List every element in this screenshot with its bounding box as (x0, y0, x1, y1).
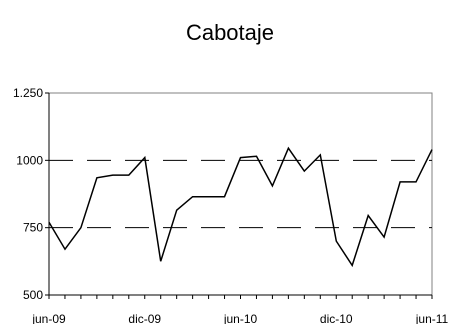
y-tick-label: 1000 (16, 153, 43, 167)
x-tick-label: jun-09 (31, 312, 66, 324)
data-point (303, 170, 306, 173)
plot-frame (48, 92, 433, 296)
x-tick-label: jun-10 (223, 312, 258, 324)
series-line (48, 146, 433, 268)
data-point (239, 156, 242, 159)
data-point (79, 226, 82, 229)
x-tick-label: dic-10 (320, 312, 353, 324)
x-tick-label: jun-11 (415, 312, 449, 324)
data-point (335, 240, 338, 243)
data-point (351, 264, 354, 267)
data-point (287, 147, 290, 150)
data-point (271, 184, 274, 187)
data-point (159, 260, 162, 263)
data-point (175, 209, 178, 212)
data-point (48, 221, 51, 224)
data-point (63, 248, 66, 251)
data-point (319, 153, 322, 156)
y-tick-label: 500 (23, 288, 43, 302)
data-point (367, 214, 370, 217)
data-point (415, 180, 418, 183)
data-point (143, 156, 146, 159)
data-point (95, 176, 98, 179)
data-point (207, 195, 210, 198)
data-point (127, 174, 130, 177)
y-tick-label: 750 (23, 221, 43, 235)
y-tick-label: 1.250 (13, 86, 43, 100)
chart-title: Cabotaje (186, 20, 274, 45)
data-point (191, 195, 194, 198)
data-point (383, 236, 386, 239)
data-point (223, 195, 226, 198)
data-point (111, 174, 114, 177)
x-tick-label: dic-09 (128, 312, 161, 324)
data-point (431, 148, 434, 151)
data-point (399, 180, 402, 183)
data-point (255, 155, 258, 158)
plot-area: 500 750 1000 1.250 jun-09 dic-09 jun-10 dic-10 j… (13, 86, 449, 324)
